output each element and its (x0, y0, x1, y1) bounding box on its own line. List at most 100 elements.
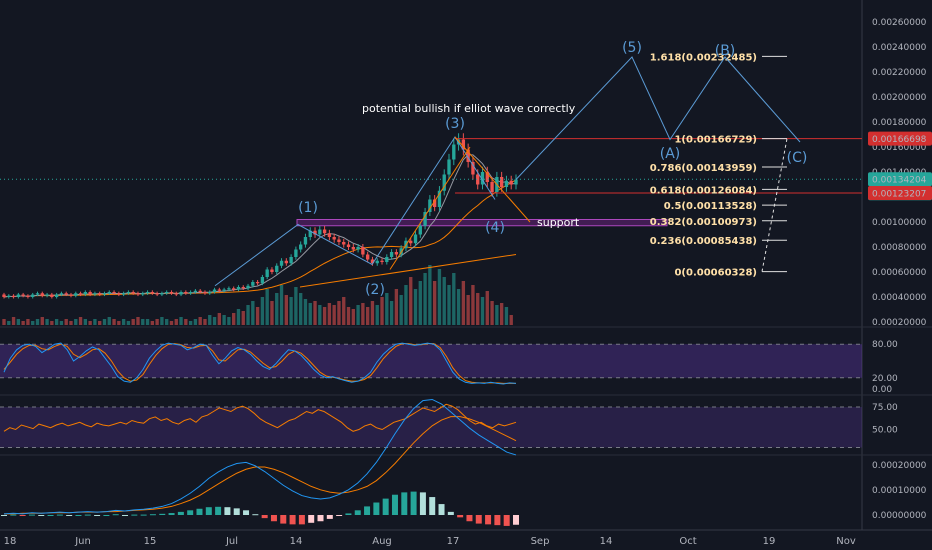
candle-body (298, 244, 303, 250)
volume-bar (141, 319, 145, 325)
stoch-band (0, 344, 862, 378)
volume-bar (265, 289, 269, 325)
volume-bar (452, 273, 456, 325)
macd-histogram-bar (270, 515, 277, 522)
volume-bar (160, 317, 164, 325)
macd-histogram-bar (438, 504, 445, 515)
volume-bar (188, 321, 193, 325)
volume-bar (365, 307, 370, 325)
volume-bar (471, 285, 475, 325)
volume-bar (399, 295, 403, 325)
projected-wave-path (515, 56, 801, 180)
candle-body (375, 260, 379, 264)
candle-body (227, 288, 231, 290)
wave-label: (3) (445, 116, 465, 132)
macd-histogram-bar (56, 514, 63, 516)
macd-histogram-bar (261, 515, 268, 519)
candle-body (275, 265, 279, 272)
fib-level-label: 1.618(0.00232485) (650, 52, 757, 63)
candle-body (308, 230, 312, 237)
volume-bar (413, 289, 418, 325)
candle-body (509, 180, 513, 185)
macd-histogram-bar (298, 515, 305, 525)
volume-bar (16, 319, 21, 325)
candle-body (169, 292, 174, 294)
fib-trend-line (761, 138, 788, 272)
candle-body (236, 287, 241, 290)
volume-bar (212, 317, 217, 325)
volume-bar (485, 291, 489, 325)
time-tick-label: Jun (74, 536, 91, 547)
volume-bar (40, 317, 44, 325)
candle-body (284, 260, 288, 264)
macd-histogram-bar (159, 513, 166, 515)
price-tick-label: 0.00020000 (872, 318, 927, 328)
wave-label: (C) (787, 150, 808, 166)
candle-body (21, 294, 25, 296)
candle-body (45, 294, 49, 296)
candle-body (112, 292, 116, 294)
macd-histogram-bar (66, 515, 73, 516)
volume-bar (480, 297, 485, 325)
time-tick-label: Aug (372, 536, 392, 547)
volume-bar (385, 293, 389, 325)
volume-bar (35, 319, 40, 325)
macd-histogram-bar (140, 514, 147, 516)
volume-bar (179, 317, 183, 325)
candle-body (389, 252, 394, 257)
candle-body (198, 290, 202, 292)
candle-body (31, 294, 35, 297)
volume-bar (150, 321, 155, 325)
price-tag (868, 185, 932, 200)
time-tick-label: 19 (763, 536, 776, 547)
candle-body (131, 292, 135, 294)
macd-histogram-bar (224, 507, 231, 515)
wave-label: (1) (298, 200, 318, 216)
volume-bar (332, 305, 336, 325)
macd-histogram-bar (122, 515, 129, 516)
volume-bar (59, 321, 64, 325)
volume-bar (217, 313, 222, 325)
volume-bar (289, 297, 293, 325)
volume-bar (504, 307, 509, 325)
candle-body (318, 229, 322, 235)
macd-histogram-bar (326, 515, 333, 519)
candle-body (380, 260, 384, 262)
macd-histogram-bar (345, 513, 352, 515)
wave-label: (5) (622, 40, 642, 56)
candle-body (35, 293, 40, 295)
macd-histogram-bar (391, 494, 398, 515)
candle-body (327, 233, 332, 237)
candle-body (255, 282, 260, 284)
volume-bar (298, 293, 303, 325)
candle-body (461, 139, 466, 150)
volume-bar (432, 281, 437, 325)
candle-body (476, 174, 480, 185)
price-tick-label: 0.00220000 (872, 68, 927, 78)
candle-body (78, 293, 83, 295)
macd-histogram-bar (364, 506, 371, 515)
volume-bar (294, 287, 298, 325)
volume-bar (145, 319, 150, 325)
volume-bar (193, 319, 198, 325)
macd-histogram-bar (149, 514, 156, 516)
long-trend-line (299, 254, 517, 288)
candle-body (222, 289, 226, 291)
macd-histogram-bar (177, 511, 184, 515)
volume-bar (98, 321, 102, 325)
wave-label: (2) (365, 282, 385, 298)
volume-bar (255, 307, 260, 325)
analysis-note: potential bullish if elliot wave correct… (362, 102, 576, 115)
volume-bar (260, 297, 265, 325)
price-tick-label: 0.00200000 (872, 93, 927, 103)
candle-body (212, 289, 217, 292)
volume-bar (26, 319, 30, 325)
candle-body (447, 159, 451, 175)
candle-body (136, 293, 140, 295)
macd-histogram-bar (280, 515, 287, 524)
volume-bar (389, 301, 394, 325)
price-tag (868, 172, 932, 187)
volume-bar (437, 269, 442, 325)
volume-bar (476, 293, 480, 325)
